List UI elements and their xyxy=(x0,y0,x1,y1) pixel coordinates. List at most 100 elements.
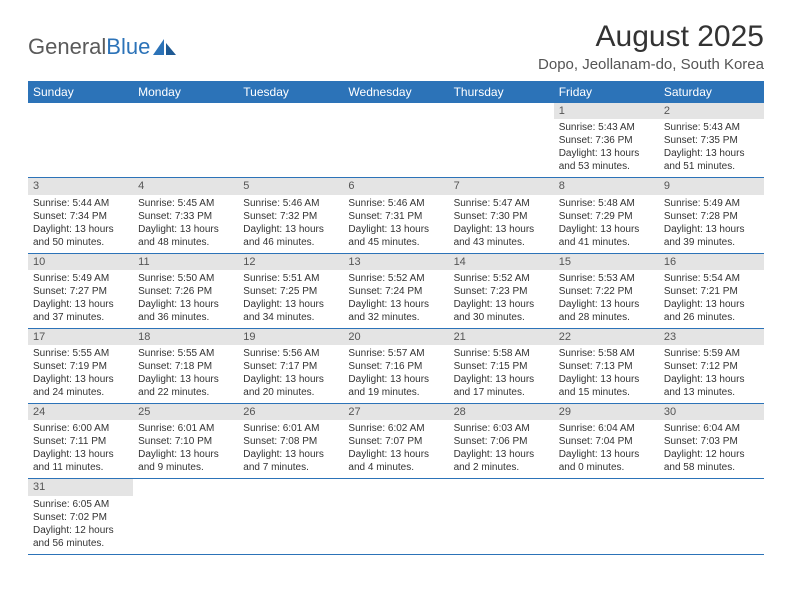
day-cell: 6Sunrise: 5:46 AMSunset: 7:31 PMDaylight… xyxy=(343,178,448,253)
weekday-header: Tuesday xyxy=(238,81,343,103)
day-cell: 19Sunrise: 5:56 AMSunset: 7:17 PMDayligh… xyxy=(238,328,343,403)
day-number: 13 xyxy=(343,254,448,270)
day-number: 3 xyxy=(28,178,133,194)
weekday-header: Saturday xyxy=(659,81,764,103)
day-details: Sunrise: 5:57 AMSunset: 7:16 PMDaylight:… xyxy=(343,345,448,403)
day-cell: 26Sunrise: 6:01 AMSunset: 7:08 PMDayligh… xyxy=(238,404,343,479)
day-number: 28 xyxy=(449,404,554,420)
day-details: Sunrise: 5:43 AMSunset: 7:36 PMDaylight:… xyxy=(554,119,659,177)
day-details: Sunrise: 5:53 AMSunset: 7:22 PMDaylight:… xyxy=(554,270,659,328)
day-number: 14 xyxy=(449,254,554,270)
weekday-header: Friday xyxy=(554,81,659,103)
title-block: August 2025 Dopo, Jeollanam-do, South Ko… xyxy=(538,20,764,73)
week-row: 10Sunrise: 5:49 AMSunset: 7:27 PMDayligh… xyxy=(28,253,764,328)
day-number: 16 xyxy=(659,254,764,270)
day-cell: 5Sunrise: 5:46 AMSunset: 7:32 PMDaylight… xyxy=(238,178,343,253)
day-cell xyxy=(28,103,133,178)
day-cell: 11Sunrise: 5:50 AMSunset: 7:26 PMDayligh… xyxy=(133,253,238,328)
day-cell xyxy=(343,479,448,554)
day-details: Sunrise: 5:59 AMSunset: 7:12 PMDaylight:… xyxy=(659,345,764,403)
day-number: 9 xyxy=(659,178,764,194)
day-details: Sunrise: 5:46 AMSunset: 7:32 PMDaylight:… xyxy=(238,195,343,253)
day-cell xyxy=(133,103,238,178)
day-cell: 22Sunrise: 5:58 AMSunset: 7:13 PMDayligh… xyxy=(554,328,659,403)
day-cell xyxy=(449,479,554,554)
day-details: Sunrise: 5:55 AMSunset: 7:18 PMDaylight:… xyxy=(133,345,238,403)
day-number: 24 xyxy=(28,404,133,420)
day-details: Sunrise: 5:49 AMSunset: 7:27 PMDaylight:… xyxy=(28,270,133,328)
day-cell xyxy=(238,103,343,178)
day-details: Sunrise: 5:56 AMSunset: 7:17 PMDaylight:… xyxy=(238,345,343,403)
day-number: 25 xyxy=(133,404,238,420)
day-number: 1 xyxy=(554,103,659,119)
sail-icon xyxy=(152,37,178,57)
day-details: Sunrise: 5:50 AMSunset: 7:26 PMDaylight:… xyxy=(133,270,238,328)
month-title: August 2025 xyxy=(538,20,764,54)
day-number: 6 xyxy=(343,178,448,194)
day-number: 5 xyxy=(238,178,343,194)
weekday-header: Sunday xyxy=(28,81,133,103)
day-cell xyxy=(449,103,554,178)
day-cell: 14Sunrise: 5:52 AMSunset: 7:23 PMDayligh… xyxy=(449,253,554,328)
day-cell xyxy=(343,103,448,178)
day-cell: 10Sunrise: 5:49 AMSunset: 7:27 PMDayligh… xyxy=(28,253,133,328)
day-number: 26 xyxy=(238,404,343,420)
day-details: Sunrise: 5:58 AMSunset: 7:13 PMDaylight:… xyxy=(554,345,659,403)
day-details: Sunrise: 6:00 AMSunset: 7:11 PMDaylight:… xyxy=(28,420,133,478)
day-number: 17 xyxy=(28,329,133,345)
weekday-header: Thursday xyxy=(449,81,554,103)
day-details: Sunrise: 6:03 AMSunset: 7:06 PMDaylight:… xyxy=(449,420,554,478)
day-details: Sunrise: 5:46 AMSunset: 7:31 PMDaylight:… xyxy=(343,195,448,253)
day-number: 20 xyxy=(343,329,448,345)
day-details: Sunrise: 5:43 AMSunset: 7:35 PMDaylight:… xyxy=(659,119,764,177)
day-number: 19 xyxy=(238,329,343,345)
day-details: Sunrise: 5:54 AMSunset: 7:21 PMDaylight:… xyxy=(659,270,764,328)
day-details: Sunrise: 5:47 AMSunset: 7:30 PMDaylight:… xyxy=(449,195,554,253)
day-cell xyxy=(238,479,343,554)
day-cell xyxy=(659,479,764,554)
weekday-header: Wednesday xyxy=(343,81,448,103)
day-details: Sunrise: 6:05 AMSunset: 7:02 PMDaylight:… xyxy=(28,496,133,554)
weekday-row: SundayMondayTuesdayWednesdayThursdayFrid… xyxy=(28,81,764,103)
day-number: 11 xyxy=(133,254,238,270)
week-row: 24Sunrise: 6:00 AMSunset: 7:11 PMDayligh… xyxy=(28,404,764,479)
day-cell: 3Sunrise: 5:44 AMSunset: 7:34 PMDaylight… xyxy=(28,178,133,253)
day-number: 7 xyxy=(449,178,554,194)
day-number: 30 xyxy=(659,404,764,420)
day-cell: 17Sunrise: 5:55 AMSunset: 7:19 PMDayligh… xyxy=(28,328,133,403)
day-cell: 21Sunrise: 5:58 AMSunset: 7:15 PMDayligh… xyxy=(449,328,554,403)
day-cell: 28Sunrise: 6:03 AMSunset: 7:06 PMDayligh… xyxy=(449,404,554,479)
day-cell: 27Sunrise: 6:02 AMSunset: 7:07 PMDayligh… xyxy=(343,404,448,479)
week-row: 3Sunrise: 5:44 AMSunset: 7:34 PMDaylight… xyxy=(28,178,764,253)
day-number: 22 xyxy=(554,329,659,345)
day-cell: 1Sunrise: 5:43 AMSunset: 7:36 PMDaylight… xyxy=(554,103,659,178)
day-details: Sunrise: 5:51 AMSunset: 7:25 PMDaylight:… xyxy=(238,270,343,328)
day-cell: 8Sunrise: 5:48 AMSunset: 7:29 PMDaylight… xyxy=(554,178,659,253)
day-number: 21 xyxy=(449,329,554,345)
day-details: Sunrise: 5:45 AMSunset: 7:33 PMDaylight:… xyxy=(133,195,238,253)
day-details: Sunrise: 5:52 AMSunset: 7:24 PMDaylight:… xyxy=(343,270,448,328)
day-details: Sunrise: 6:01 AMSunset: 7:10 PMDaylight:… xyxy=(133,420,238,478)
day-cell xyxy=(554,479,659,554)
logo-word1: General xyxy=(28,34,106,59)
day-cell xyxy=(133,479,238,554)
day-details: Sunrise: 5:55 AMSunset: 7:19 PMDaylight:… xyxy=(28,345,133,403)
day-cell: 4Sunrise: 5:45 AMSunset: 7:33 PMDaylight… xyxy=(133,178,238,253)
day-details: Sunrise: 6:04 AMSunset: 7:03 PMDaylight:… xyxy=(659,420,764,478)
day-cell: 9Sunrise: 5:49 AMSunset: 7:28 PMDaylight… xyxy=(659,178,764,253)
day-details: Sunrise: 6:04 AMSunset: 7:04 PMDaylight:… xyxy=(554,420,659,478)
calendar-table: SundayMondayTuesdayWednesdayThursdayFrid… xyxy=(28,81,764,555)
day-cell: 25Sunrise: 6:01 AMSunset: 7:10 PMDayligh… xyxy=(133,404,238,479)
day-number: 29 xyxy=(554,404,659,420)
day-number: 4 xyxy=(133,178,238,194)
weekday-header: Monday xyxy=(133,81,238,103)
day-number: 31 xyxy=(28,479,133,495)
day-cell: 13Sunrise: 5:52 AMSunset: 7:24 PMDayligh… xyxy=(343,253,448,328)
day-number: 8 xyxy=(554,178,659,194)
location: Dopo, Jeollanam-do, South Korea xyxy=(538,56,764,73)
day-details: Sunrise: 6:01 AMSunset: 7:08 PMDaylight:… xyxy=(238,420,343,478)
day-number: 15 xyxy=(554,254,659,270)
day-cell: 12Sunrise: 5:51 AMSunset: 7:25 PMDayligh… xyxy=(238,253,343,328)
day-cell: 15Sunrise: 5:53 AMSunset: 7:22 PMDayligh… xyxy=(554,253,659,328)
day-number: 12 xyxy=(238,254,343,270)
